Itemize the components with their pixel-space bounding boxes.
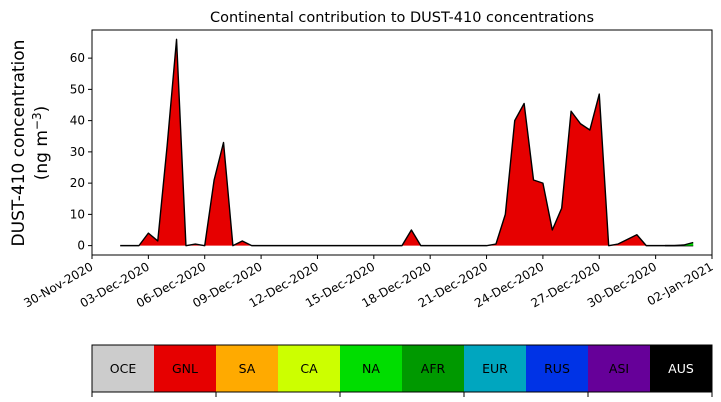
legend-label-afr: AFR xyxy=(421,361,446,376)
legend: OCE GNL SA CA NA AFR EUR RUS ASI AUS xyxy=(91,344,713,397)
y-tick-label: 20 xyxy=(70,176,85,190)
legend-swatch-ca xyxy=(278,345,341,392)
y-tick-label: 60 xyxy=(70,51,85,65)
legend-swatch-gnl xyxy=(154,345,217,392)
legend-swatch-aus xyxy=(650,345,713,392)
y-tick-label: 0 xyxy=(77,239,85,253)
line-series-na xyxy=(665,241,694,247)
chart-title: Continental contribution to DUST-410 con… xyxy=(210,10,594,26)
legend-swatch-oce xyxy=(92,345,155,392)
legend-label-rus: RUS xyxy=(544,361,570,376)
legend-swatch-rus xyxy=(526,345,589,392)
legend-label-aus: AUS xyxy=(668,361,694,376)
legend-label-asi: ASI xyxy=(609,361,629,376)
plot-frame xyxy=(91,29,713,256)
legend-swatch-eur xyxy=(464,345,527,392)
axes: 010203040506030-Nov-202003-Dec-202006-De… xyxy=(21,29,716,310)
y-axis-label: DUST-410 concentration (ng m−3) xyxy=(9,40,52,247)
legend-label-sa: SA xyxy=(239,361,256,376)
legend-label-gnl: GNL xyxy=(172,361,198,376)
y-tick-label: 10 xyxy=(70,207,85,221)
y-tick-label: 50 xyxy=(70,82,85,96)
legend-swatch-na xyxy=(340,345,403,392)
legend-swatch-afr xyxy=(402,345,465,392)
legend-frame xyxy=(91,344,713,393)
y-tick-label: 30 xyxy=(70,145,85,159)
legend-label-eur: EUR xyxy=(482,361,508,376)
y-tick-label: 40 xyxy=(70,114,85,128)
legend-label-na: NA xyxy=(362,361,380,376)
legend-label-oce: OCE xyxy=(110,361,137,376)
y-axis-label-line2: (ng m−3) xyxy=(30,106,52,181)
y-axis-label-line1: DUST-410 concentration xyxy=(9,40,29,247)
plot-series xyxy=(120,38,694,247)
legend-swatch-sa xyxy=(216,345,279,392)
legend-swatch-asi xyxy=(588,345,651,392)
legend-label-ca: CA xyxy=(300,361,318,376)
line-series-gnl xyxy=(120,38,694,247)
